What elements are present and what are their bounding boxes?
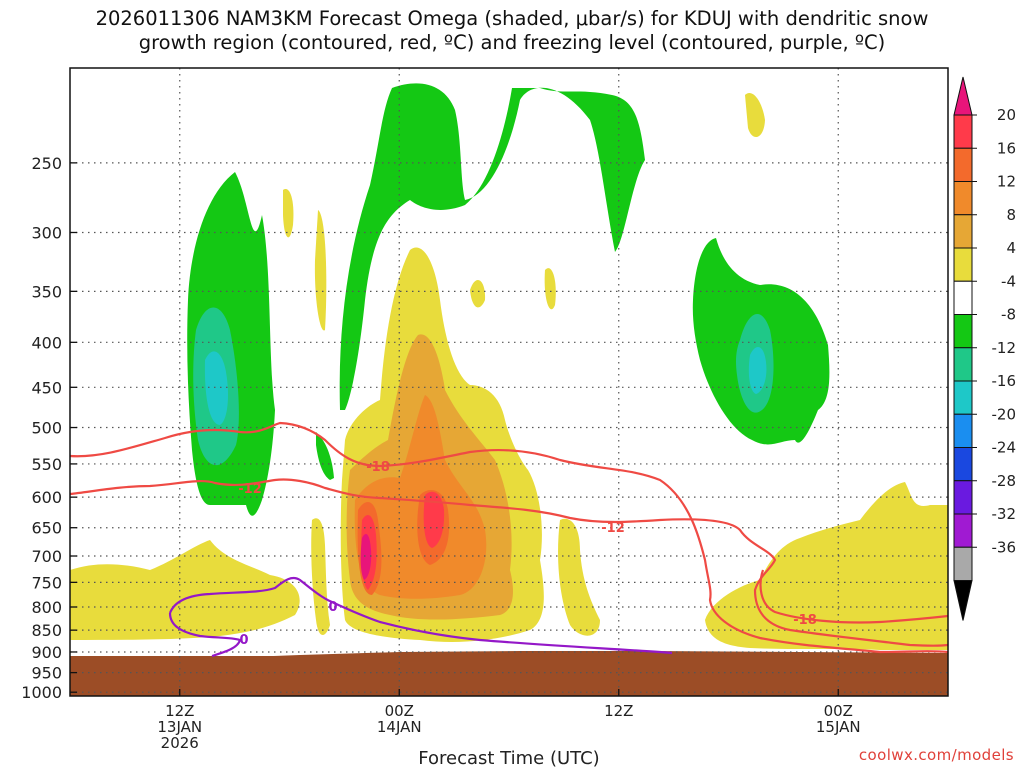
contour-label-5: 0 — [239, 633, 248, 648]
colorbar-tick-label-12: -32 — [992, 505, 1017, 523]
terrain — [70, 656, 948, 696]
y-tick-label-850: 850 — [31, 621, 62, 640]
contour-zero — [168, 576, 673, 658]
x-tick-label-48-1: 15JAN — [816, 718, 861, 736]
contour-label-1: -12 — [238, 482, 262, 497]
y-tick-label-450: 450 — [31, 378, 62, 397]
y-tick-label-600: 600 — [31, 488, 62, 507]
colorbar-tick-label-10: -24 — [992, 439, 1017, 457]
contour-neg12 — [69, 478, 949, 647]
y-tick-label-500: 500 — [31, 419, 62, 438]
omega-region-pos4-col1 — [311, 518, 330, 636]
colorbar-segment-6 — [953, 314, 973, 349]
grid — [70, 68, 948, 696]
y-tick-label-800: 800 — [31, 598, 62, 617]
terrain-top-edge — [70, 651, 948, 662]
source-credit: coolwx.com/models — [858, 746, 1014, 764]
contour-label-3: -18 — [793, 613, 817, 628]
x-tick-label-12-1: 13JAN — [157, 718, 202, 736]
colorbar-segment-11 — [953, 480, 973, 515]
colorbar-tick-label-0: 20 — [997, 106, 1016, 124]
colorbar-segment-13 — [953, 546, 973, 581]
colorbar-tick-label-4: 4 — [1006, 239, 1016, 257]
omega-region-pos4-upper-b — [314, 210, 327, 331]
omega-region-pos4-upper-e — [745, 92, 765, 138]
omega-region-pos4-right — [705, 482, 948, 650]
contour-neg18-right — [759, 569, 949, 624]
colorbar-tick-label-11: -28 — [992, 472, 1017, 490]
colorbar: 20 16 12 8 4 -4 -8 -12 -16 -20 -24 -28 -32 -36 — [953, 76, 1017, 621]
contour-labels: -18 -12 -12 -18 0 0 — [238, 460, 817, 648]
y-tick-label-400: 400 — [31, 333, 62, 352]
colorbar-segment-9 — [953, 413, 973, 448]
x-tick-label-24-1: 14JAN — [377, 718, 422, 736]
y-tick-label-700: 700 — [31, 547, 62, 566]
omega-region-pos4-lower — [70, 540, 300, 640]
x-tick-label-24-0: 00Z — [385, 702, 414, 720]
omega-region-neg4-small — [316, 432, 334, 480]
colorbar-bottom-arrow — [953, 580, 973, 621]
contour-label-4: 0 — [328, 600, 337, 615]
colorbar-segment-4 — [953, 247, 973, 282]
colorbar-segment-2 — [953, 181, 973, 216]
y-tick-label-550: 550 — [31, 455, 62, 474]
plot-frame — [69, 67, 949, 697]
contour-layer — [69, 421, 949, 658]
colorbar-tick-label-1: 16 — [997, 139, 1016, 157]
y-tick-label-300: 300 — [31, 223, 62, 242]
y-tick-label-250: 250 — [31, 154, 62, 173]
chart-title-line2: growth region (contoured, red, ºC) and f… — [138, 31, 886, 54]
colorbar-top-arrow — [953, 76, 973, 116]
x-tick-label-36-0: 12Z — [604, 702, 633, 720]
y-tick-label-350: 350 — [31, 282, 62, 301]
y-tick-label-950: 950 — [31, 664, 62, 683]
colorbar-segment-8 — [953, 380, 973, 415]
omega-shading — [70, 83, 948, 650]
contour-label-2: -12 — [601, 521, 625, 536]
omega-region-pos4-upper-c — [470, 279, 486, 308]
omega-region-pos20-max — [360, 534, 372, 580]
colorbar-segment-5 — [953, 280, 973, 315]
omega-region-pos4-upper-d — [544, 268, 556, 310]
colorbar-tick-label-13: -36 — [992, 538, 1017, 556]
omega-region-pos4-upper-a — [283, 189, 294, 238]
omega-region-pos4-col2 — [558, 518, 600, 636]
x-tick-label-48-0: 00Z — [824, 702, 853, 720]
colorbar-segment-0 — [953, 114, 973, 149]
contour-neg18 — [69, 421, 949, 654]
y-tick-label-900: 900 — [31, 643, 62, 662]
chart-title-line1: 2026011306 NAM3KM Forecast Omega (shaded… — [95, 7, 929, 30]
y-tick-label-1000: 1000 — [21, 683, 62, 702]
y-axis: 250 300 350 400 450 500 550 600 650 700 750 800 850 9… — [21, 154, 77, 702]
colorbar-tick-label-9: -20 — [992, 405, 1017, 423]
colorbar-tick-label-7: -12 — [992, 339, 1017, 357]
colorbar-segment-7 — [953, 347, 973, 382]
colorbar-segment-10 — [953, 447, 973, 482]
omega-region-neg12-left — [204, 351, 228, 425]
y-tick-label-750: 750 — [31, 573, 62, 592]
colorbar-tick-label-3: 8 — [1006, 206, 1016, 224]
omega-region-pos20-b — [423, 491, 445, 548]
contour-label-0: -18 — [366, 460, 390, 475]
colorbar-segment-3 — [953, 214, 973, 249]
y-tick-label-650: 650 — [31, 519, 62, 538]
colorbar-tick-label-2: 12 — [997, 173, 1016, 191]
colorbar-segment-12 — [953, 513, 973, 548]
colorbar-tick-label-5: -4 — [1001, 272, 1016, 290]
x-tick-label-12-0: 12Z — [165, 702, 194, 720]
colorbar-tick-label-6: -8 — [1001, 306, 1016, 324]
colorbar-segment-1 — [953, 147, 973, 182]
colorbar-tick-label-8: -16 — [992, 372, 1017, 390]
omega-region-neg4-upper — [339, 83, 645, 411]
x-tick-label-12-2: 2026 — [161, 734, 199, 752]
x-axis-title: Forecast Time (UTC) — [418, 748, 599, 768]
omega-region-neg12-right — [748, 346, 767, 394]
